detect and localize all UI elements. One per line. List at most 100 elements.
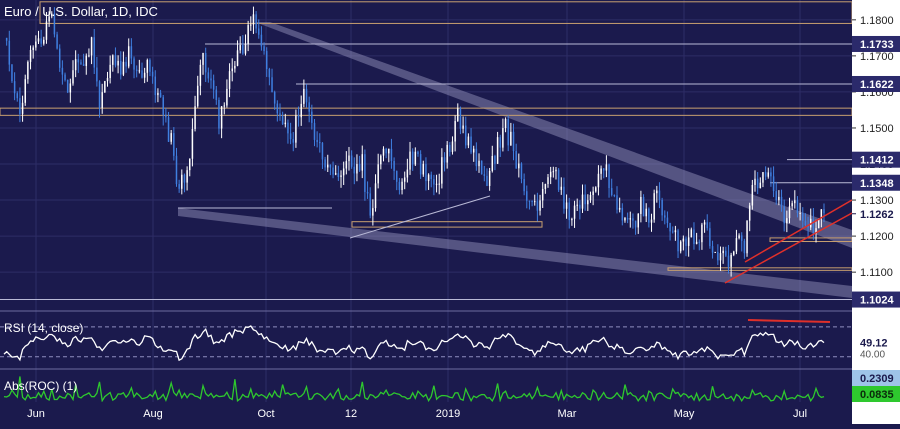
candle-28-0-body <box>228 71 231 89</box>
candle-11-2-body <box>98 81 101 108</box>
candle-82-2-body <box>664 215 666 218</box>
candle-63-1-body <box>510 131 512 146</box>
candle-9-1-body <box>80 62 82 64</box>
level-badge-3: 1.1348 <box>860 178 894 190</box>
candle-14-2-body <box>122 61 125 75</box>
candle-21-2-body <box>178 184 180 189</box>
candle-87-0-body <box>698 241 701 243</box>
candle-55-0-body <box>443 157 446 163</box>
candle-34-2-body <box>281 116 284 125</box>
candle-26-0-body <box>212 80 215 90</box>
candle-68-0-body <box>547 177 549 185</box>
candle-64-1-body <box>518 163 520 169</box>
candle-67-0-body <box>539 200 541 211</box>
candle-5-0-body <box>45 21 48 40</box>
candle-77-1-body <box>621 207 624 221</box>
candle-31-0-body <box>252 14 255 25</box>
candle-65-0-body <box>523 178 525 192</box>
candle-72-1-body <box>581 194 584 209</box>
candle-4-1-body <box>40 38 42 44</box>
candle-58-0-body <box>467 136 470 146</box>
candle-60-2-body <box>488 170 491 186</box>
candle-51-1-body <box>414 151 417 165</box>
current-price-badge-bg <box>852 205 900 222</box>
candle-94-2-body <box>759 182 762 189</box>
candle-37-0-body <box>300 103 302 118</box>
candle-6-2-body <box>58 48 61 68</box>
zone-0 <box>39 1 852 24</box>
candle-56-0-body <box>451 141 454 152</box>
candle-28-2-body <box>234 65 236 69</box>
candle-78-2-body <box>632 218 634 221</box>
candle-48-0-body <box>388 148 390 154</box>
candle-36-0-body <box>292 139 295 143</box>
candle-54-2-body <box>441 157 443 184</box>
candle-96-0-body <box>770 172 772 177</box>
price-tick-label-5: 1.1300 <box>860 195 894 207</box>
candle-0-1-body <box>8 40 11 65</box>
candle-94-1-body <box>756 178 759 189</box>
candle-46-0-body <box>372 208 374 216</box>
candle-18-0-body <box>149 60 151 72</box>
candle-77-2-body <box>624 218 626 221</box>
candle-33-1-body <box>271 77 273 93</box>
candle-32-1-body <box>263 46 265 52</box>
candle-81-1-body <box>653 193 655 220</box>
candle-30-1-body <box>247 25 249 45</box>
candle-66-0-body <box>531 200 533 203</box>
candle-75-0-body <box>602 168 605 171</box>
candle-66-2-body <box>536 201 539 211</box>
candle-40-2-body <box>329 164 332 168</box>
candle-0-0-body <box>5 37 8 41</box>
candle-3-2-body <box>35 41 37 48</box>
zone-3 <box>769 237 852 243</box>
candle-60-0-body <box>483 174 486 176</box>
candle-9-0-body <box>77 59 80 63</box>
roc-title: Abs(ROC) (1) <box>4 379 77 393</box>
candle-38-2-body <box>313 122 316 140</box>
candle-67-2-body <box>544 184 547 189</box>
candle-62-0-body <box>499 137 501 148</box>
candle-70-2-body <box>568 202 570 221</box>
candle-95-2-body <box>767 172 770 177</box>
candle-101-2-body <box>815 228 817 234</box>
candle-52-2-body <box>425 163 427 182</box>
candle-32-0-body <box>260 34 263 47</box>
candle-42-1-body <box>342 168 345 176</box>
candle-71-0-body <box>571 218 573 221</box>
candle-27-2-body <box>226 88 228 106</box>
candle-44-0-body <box>356 164 358 174</box>
candle-42-0-body <box>340 175 342 178</box>
roc-panel <box>3 376 825 402</box>
zone-4 <box>667 267 852 271</box>
candle-33-0-body <box>268 69 271 78</box>
candle-93-1-body <box>748 205 751 221</box>
rsi-title: RSI (14, close) <box>4 321 83 335</box>
candle-54-0-body <box>435 183 438 185</box>
candle-65-2-body <box>528 200 531 202</box>
candle-81-0-body <box>650 219 653 223</box>
candle-70-1-body <box>565 202 568 209</box>
candle-67-1-body <box>541 188 544 201</box>
candle-90-2-body <box>727 255 730 267</box>
candle-10-2-body <box>90 37 93 56</box>
candle-13-2-body <box>114 55 117 66</box>
candle-85-1-body <box>685 238 687 246</box>
candle-90-0-body <box>722 250 724 254</box>
candle-26-1-body <box>215 89 218 100</box>
candle-35-0-body <box>284 122 287 125</box>
candle-57-2-body <box>464 125 467 146</box>
candle-46-2-body <box>377 164 379 184</box>
candle-8-2-body <box>74 59 77 71</box>
candle-32-2-body <box>265 51 268 70</box>
candle-98-2-body <box>791 203 793 207</box>
channel-lower-band <box>178 208 852 298</box>
zones-layer <box>0 1 852 271</box>
candle-39-2-body <box>321 142 324 160</box>
candle-3-0-body <box>29 49 32 62</box>
price-tick-label-0: 1.1800 <box>860 15 894 27</box>
candle-19-0-body <box>157 92 159 96</box>
candle-45-2-body <box>369 193 371 216</box>
level-badge-1-bg <box>852 75 900 92</box>
